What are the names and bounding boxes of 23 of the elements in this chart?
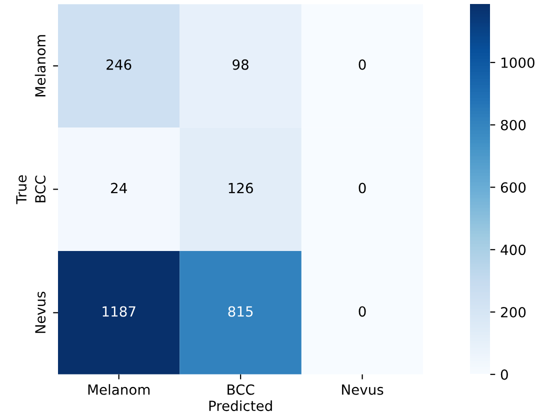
data-label: 0 xyxy=(358,182,366,194)
color-bar-label: 400 xyxy=(500,244,526,256)
y-axis-title: True xyxy=(16,175,27,204)
x-tick-label: BCC xyxy=(228,384,254,395)
color-bar-label: 600 xyxy=(500,182,526,193)
data-label: 126 xyxy=(228,182,253,194)
x-tick-label: Melanom xyxy=(88,384,150,395)
data-label: 815 xyxy=(228,306,253,317)
color-bar-label: 200 xyxy=(501,306,526,318)
data-label: 1187 xyxy=(102,306,136,317)
y-tick-label: Nevus xyxy=(35,292,46,333)
x-axis-title: Predicted xyxy=(209,400,272,412)
data-label: 246 xyxy=(106,59,132,70)
y-tick-label: BCC xyxy=(35,176,46,202)
color-bar-label: 1000 xyxy=(502,57,534,68)
color-bar-label: 0 xyxy=(500,369,508,380)
data-label: 0 xyxy=(358,59,366,70)
color-bar-label: 800 xyxy=(500,120,526,130)
data-label: 24 xyxy=(111,182,127,194)
y-tick-label: Melanom xyxy=(34,35,46,96)
data-label: 98 xyxy=(232,59,248,70)
data-label: 0 xyxy=(358,306,366,317)
x-tick-label: Nevus xyxy=(342,384,384,395)
